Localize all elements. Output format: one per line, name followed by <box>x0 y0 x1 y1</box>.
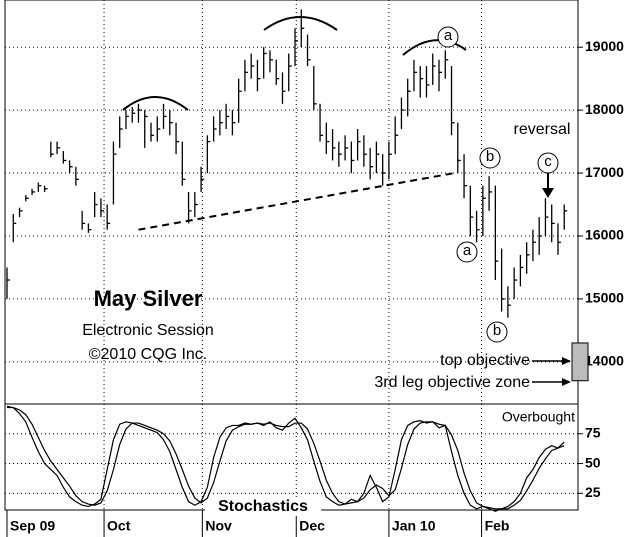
wave-label: a <box>463 242 472 259</box>
top-objective-label: top objective <box>440 352 530 369</box>
trendline <box>138 172 455 231</box>
reversal-label: reversal <box>514 121 571 138</box>
y-tick-label: 14000 <box>585 353 624 369</box>
y-tick-label: 50 <box>585 454 601 470</box>
y-tick-label: 16000 <box>585 227 624 243</box>
y-tick-label: 15000 <box>585 290 624 306</box>
x-tick-label: Feb <box>485 518 510 534</box>
chart-title: May Silver <box>94 286 203 311</box>
arrow-head <box>542 188 554 198</box>
wave-label: c <box>544 153 552 170</box>
stochastic-line <box>6 405 565 512</box>
objective-zone <box>571 342 589 382</box>
wave-label: a <box>444 27 453 44</box>
x-tick-label: Jan 10 <box>392 518 436 534</box>
objective-arrows <box>532 360 564 383</box>
top-arcs <box>122 16 467 111</box>
zone-label: 3rd leg objective zone <box>374 374 530 391</box>
x-tick-label: Oct <box>107 518 131 534</box>
credit: ©2010 CQG Inc. <box>89 346 208 363</box>
x-tick-label: Dec <box>299 518 325 534</box>
wave-circles <box>437 26 559 343</box>
x-tick-label: Sep 09 <box>10 518 55 534</box>
plot-frame <box>4 0 579 511</box>
y-tick-label: 18000 <box>585 101 624 117</box>
overbought-label: Overbought <box>502 409 575 425</box>
label-bg <box>205 497 321 516</box>
wave-label: b <box>486 148 494 165</box>
y-tick-label: 75 <box>585 424 601 440</box>
arrow-heads <box>562 357 571 386</box>
stochastic-line <box>7 406 565 510</box>
subtitle: Electronic Session <box>82 322 214 339</box>
y-tick-label: 19000 <box>585 38 624 54</box>
wave-label: b <box>493 322 501 339</box>
y-tick-label: 25 <box>585 484 601 500</box>
stochastics-label: Stochastics <box>218 498 308 515</box>
x-tick-label: Nov <box>205 518 232 534</box>
y-tick-label: 17000 <box>585 164 624 180</box>
